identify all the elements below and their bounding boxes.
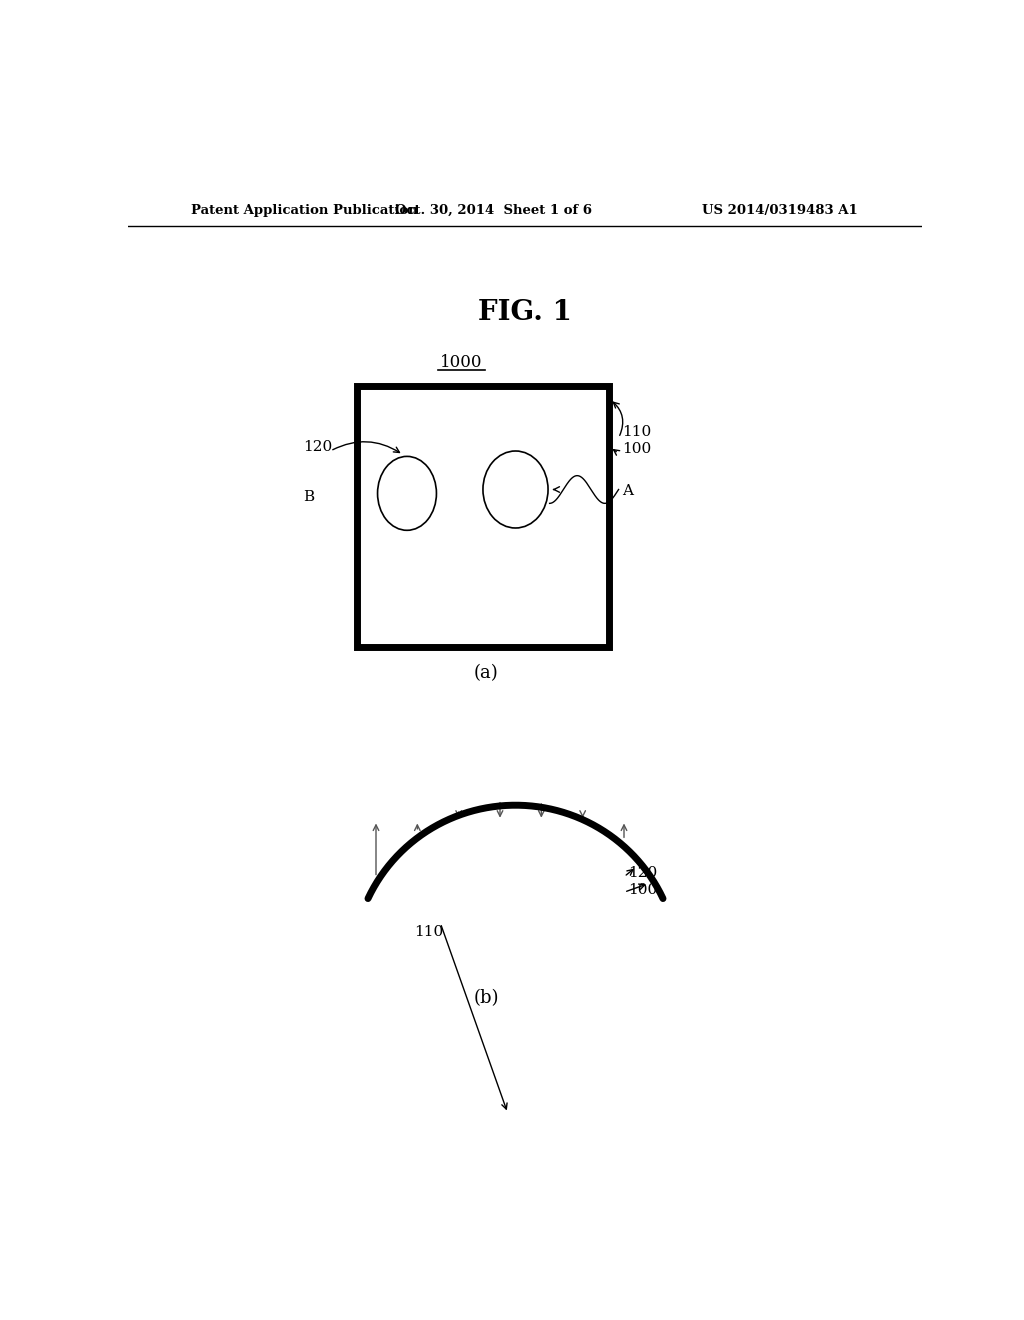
Ellipse shape: [378, 457, 436, 531]
Text: FIG. 1: FIG. 1: [478, 298, 571, 326]
Text: 100: 100: [628, 883, 657, 896]
FancyBboxPatch shape: [356, 385, 608, 647]
Text: A: A: [623, 484, 634, 498]
Text: 100: 100: [623, 442, 651, 457]
Text: 1000: 1000: [440, 354, 482, 371]
Text: (b): (b): [473, 989, 499, 1007]
Text: 120: 120: [303, 440, 333, 454]
Text: 120: 120: [628, 866, 657, 880]
Text: (a): (a): [474, 664, 499, 681]
Text: Patent Application Publication: Patent Application Publication: [191, 205, 418, 218]
Text: US 2014/0319483 A1: US 2014/0319483 A1: [702, 205, 858, 218]
Text: B: B: [303, 490, 314, 504]
Ellipse shape: [483, 451, 548, 528]
Text: Oct. 30, 2014  Sheet 1 of 6: Oct. 30, 2014 Sheet 1 of 6: [394, 205, 592, 218]
Text: 110: 110: [414, 925, 443, 940]
Text: 110: 110: [623, 425, 651, 438]
